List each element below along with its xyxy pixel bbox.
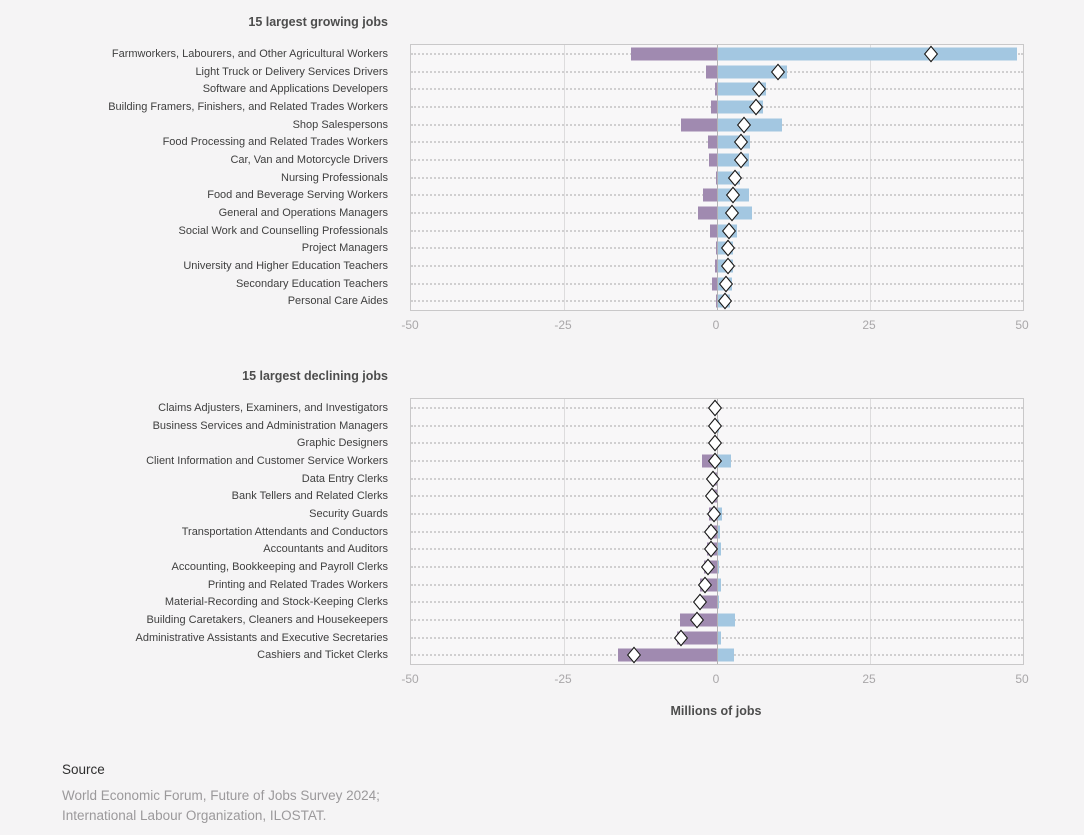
category-labels-declining: Claims Adjusters, Examiners, and Investi… (0, 398, 388, 665)
source-block: Source World Economic Forum, Future of J… (62, 762, 1084, 827)
decline-bar (702, 188, 717, 202)
decline-bar (716, 294, 717, 308)
row-label: Bank Tellers and Related Clerks (231, 490, 388, 503)
axis-tick-label: 25 (862, 672, 876, 686)
decline-bar (680, 118, 717, 132)
growth-bar (717, 560, 720, 574)
row-label: University and Higher Education Teachers (183, 259, 388, 272)
zero-gridline (717, 45, 718, 310)
growth-bar (717, 525, 721, 539)
row-label: Food Processing and Related Trades Worke… (162, 136, 388, 149)
decline-bar (709, 153, 717, 167)
row-label: Personal Care Aides (287, 295, 388, 308)
growth-bar (717, 613, 735, 627)
growth-bar (717, 65, 788, 78)
axis-tick-label: 25 (862, 318, 876, 332)
plot-row (411, 399, 1023, 417)
decline-bar (712, 277, 717, 291)
decline-bar (631, 47, 717, 61)
row-label: Cashiers and Ticket Clerks (257, 649, 388, 662)
row-label: Nursing Professionals (281, 171, 388, 184)
row-label: Claims Adjusters, Examiners, and Investi… (158, 401, 388, 414)
row-label: Project Managers (301, 242, 388, 255)
axis-tick-label: 0 (712, 672, 720, 686)
row-label: Light Truck or Delivery Services Drivers (195, 65, 388, 78)
plot-row (411, 452, 1023, 470)
row-label: Farmworkers, Labourers, and Other Agricu… (111, 47, 388, 60)
axis-tick-label: 50 (1015, 672, 1029, 686)
row-label: Secondary Education Teachers (235, 277, 388, 290)
growth-bar (717, 648, 735, 662)
x-axis-declining: -50 -25 0 25 50 (401, 669, 1028, 686)
plot-row (411, 523, 1023, 541)
row-label: General and Operations Managers (218, 206, 388, 219)
x-axis-growing: -50 -25 0 25 50 (401, 315, 1028, 332)
axis-tick-label: -25 (554, 672, 572, 686)
growth-bar (717, 631, 722, 645)
decline-bar (715, 259, 717, 273)
row-label: Administrative Assistants and Executive … (135, 631, 388, 644)
row-label: Printing and Related Trades Workers (207, 578, 388, 591)
axis-tick-label: -50 (401, 672, 419, 686)
decline-bar (677, 631, 717, 645)
decline-bar (715, 171, 717, 185)
plot-row (411, 417, 1023, 435)
plot-area-declining (410, 398, 1024, 665)
row-label: Accounting, Bookkeeping and Payroll Cler… (171, 560, 388, 573)
source-line: World Economic Forum, Future of Jobs Sur… (62, 788, 380, 803)
row-label: Accountants and Auditors (263, 543, 388, 556)
decline-bar (708, 135, 717, 149)
row-label: Software and Applications Developers (202, 83, 388, 96)
decline-bar (714, 82, 717, 96)
row-label: Car, Van and Motorcycle Drivers (230, 153, 388, 166)
row-label: Building Framers, Finishers, and Related… (108, 100, 388, 113)
source-line: International Labour Organization, ILOST… (62, 808, 327, 824)
row-label: Graphic Designers (296, 437, 388, 450)
growth-bar (717, 454, 732, 468)
axis-tick-label: -50 (401, 318, 419, 332)
plot-row (411, 470, 1023, 488)
growing-jobs-chart: 15 largest growing jobs Farmworkers, Lab… (0, 15, 1084, 332)
row-label: Building Caretakers, Cleaners and Housek… (146, 613, 388, 626)
chart-title-growing: 15 largest growing jobs (248, 15, 388, 29)
net-diamond-marker (707, 434, 722, 452)
row-label: Security Guards (309, 507, 388, 520)
source-heading: Source (62, 762, 105, 777)
plot-row (411, 505, 1023, 523)
row-label: Business Services and Administration Man… (152, 419, 388, 432)
declining-jobs-chart: 15 largest declining jobs Claims Adjuste… (0, 369, 1084, 686)
growth-bar (717, 578, 722, 592)
row-label: Transportation Attendants and Conductors (181, 525, 388, 538)
axis-tick-label: 50 (1015, 318, 1029, 332)
row-label: Material-Recording and Stock-Keeping Cle… (164, 596, 388, 609)
decline-bar (711, 100, 717, 114)
row-label: Client Information and Customer Service … (146, 454, 388, 467)
net-diamond-marker (707, 417, 722, 434)
growth-bar (717, 542, 722, 556)
decline-bar (710, 224, 717, 238)
plot-area-growing (410, 44, 1024, 311)
chart-title-declining: 15 largest declining jobs (242, 369, 388, 383)
net-diamond-marker (707, 399, 722, 417)
axis-tick-label: -25 (554, 318, 572, 332)
axis-tick-label: 0 (712, 318, 720, 332)
row-label: Data Entry Clerks (301, 472, 388, 485)
decline-bar (705, 65, 717, 78)
plot-row (411, 487, 1023, 505)
plot-row (411, 434, 1023, 452)
row-label: Food and Beverage Serving Workers (207, 189, 388, 202)
row-label: Social Work and Counselling Professional… (178, 224, 388, 237)
plot-row (411, 540, 1023, 558)
x-axis-title: Millions of jobs (670, 704, 762, 718)
decline-bar (617, 648, 717, 662)
decline-bar (698, 206, 717, 220)
growth-bar (717, 47, 1017, 61)
decline-bar (715, 241, 717, 255)
category-labels-growing: Farmworkers, Labourers, and Other Agricu… (0, 44, 388, 311)
row-label: Shop Salespersons (292, 118, 388, 131)
